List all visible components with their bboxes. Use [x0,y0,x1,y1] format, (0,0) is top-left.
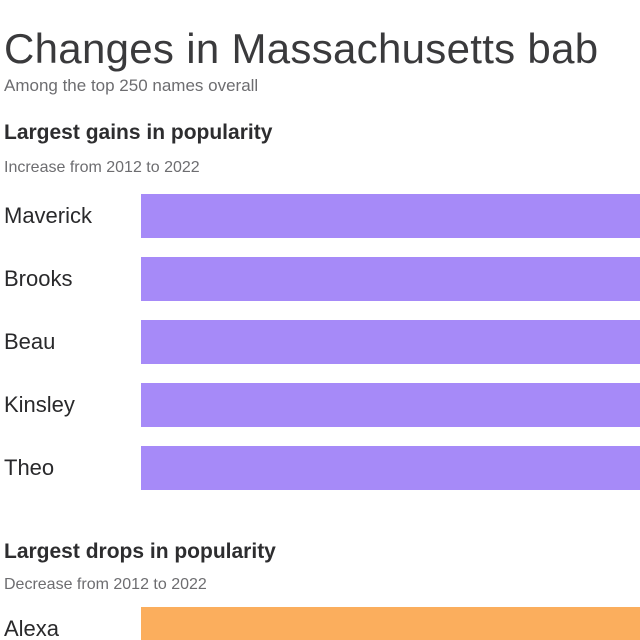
drops-section-heading: Largest drops in popularity [4,540,276,563]
bar-label: Kinsley [4,392,75,417]
bar-label: Beau [4,329,56,354]
gain-row-maverick: Maverick [0,194,640,238]
gains-section-heading: Largest gains in popularity [4,121,273,144]
drop-bar [141,607,640,640]
bar-label: Brooks [4,266,73,291]
gain-row-kinsley: Kinsley [0,383,640,427]
bar-label: Alexa [4,616,60,640]
gain-row-brooks: Brooks [0,257,640,301]
gain-bar [141,194,640,238]
gain-row-theo: Theo [0,446,640,490]
page-subtitle: Among the top 250 names overall [4,76,259,95]
bar-label: Maverick [4,203,93,228]
page-title: Changes in Massachusetts bab [4,25,599,73]
gain-bar [141,446,640,490]
gain-bar [141,257,640,301]
drop-row-alexa: Alexa [0,607,640,640]
gain-bar [141,383,640,427]
gains-section-subheading: Increase from 2012 to 2022 [4,159,200,176]
drops-section-subheading: Decrease from 2012 to 2022 [4,576,207,593]
bar-label: Theo [4,455,55,480]
gain-bar [141,320,640,364]
gain-row-beau: Beau [0,320,640,364]
